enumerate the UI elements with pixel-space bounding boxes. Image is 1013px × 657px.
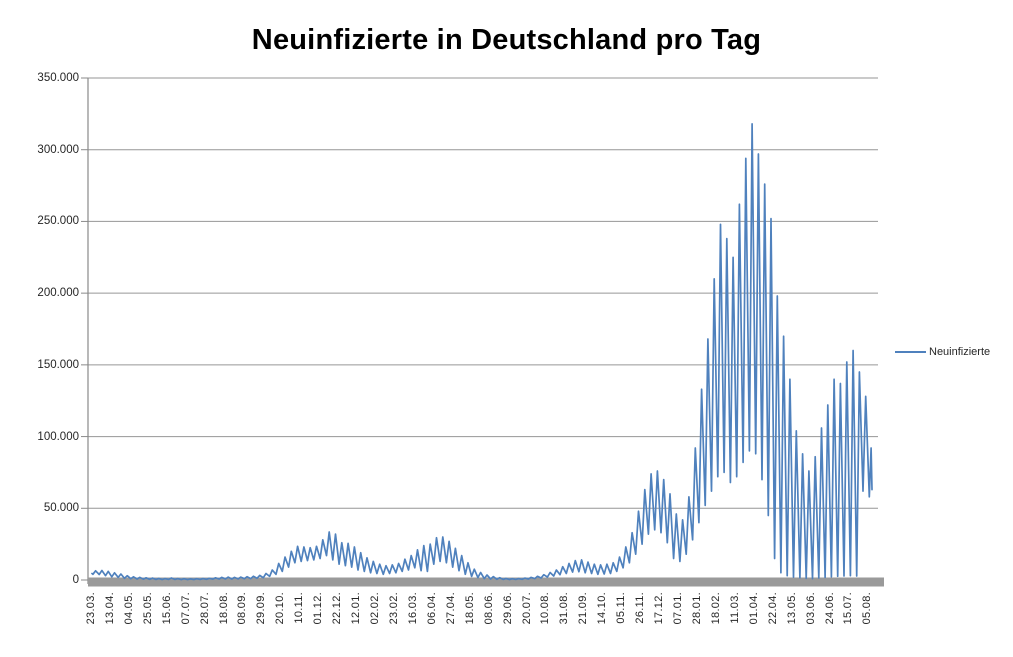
x-axis-tick-label: 10.08.: [539, 592, 552, 625]
x-axis-tick-label: 08.09.: [236, 592, 249, 625]
x-axis-tick-label: 29.06.: [501, 592, 514, 625]
x-axis-tick-label: 25.05.: [141, 592, 154, 625]
x-axis-tick-label: 13.04.: [103, 592, 116, 625]
y-axis-tick-label: 100.000: [37, 430, 79, 443]
x-axis-tick-label: 15.07.: [842, 592, 855, 625]
x-axis-tick-label: 10.11.: [293, 592, 306, 624]
x-axis-tick-label: 08.06.: [482, 592, 495, 625]
y-axis-tick-label: 350.000: [37, 72, 79, 84]
x-axis-tick-label: 29.09.: [255, 592, 268, 625]
x-axis-tick-label: 16.03.: [406, 592, 419, 625]
x-axis-tick-label: 26.11.: [634, 592, 647, 624]
legend-line-swatch: [895, 351, 926, 353]
x-axis-tick-label: 21.09.: [577, 592, 590, 625]
x-axis-tick-label: 28.07.: [198, 592, 211, 625]
x-axis-tick-label: 18.02.: [709, 592, 722, 625]
y-axis-tick-label: 300.000: [37, 143, 79, 156]
x-axis-tick-label: 12.01.: [350, 592, 363, 625]
x-axis-tick-label: 22.04.: [766, 592, 779, 625]
x-axis-bar: [88, 577, 884, 587]
x-axis-tick-label: 27.04.: [444, 592, 457, 625]
x-axis-tick-label: 24.06.: [823, 592, 836, 625]
x-axis-tick-label: 15.06.: [160, 592, 173, 625]
x-axis-tick-label: 11.03.: [728, 592, 741, 624]
x-axis-tick-label: 01.04.: [747, 592, 760, 625]
y-axis-tick-label: 50.000: [43, 502, 79, 515]
x-axis-tick-label: 05.08.: [861, 592, 874, 625]
x-axis-tick-label: 03.06.: [804, 592, 817, 625]
x-axis-tick-label: 31.08.: [558, 592, 571, 625]
x-axis-tick-label: 23.02.: [387, 592, 400, 625]
x-axis-tick-label: 28.01.: [690, 592, 703, 625]
chart-title: Neuinfizierte in Deutschland pro Tag: [251, 24, 762, 56]
y-axis-tick-label: 250.000: [37, 215, 79, 228]
x-axis-tick-label: 20.10.: [274, 592, 287, 625]
x-axis-tick-label: 01.12.: [312, 592, 325, 625]
x-axis-tick-label: 20.07.: [520, 592, 533, 625]
y-axis-tick-label: 150.000: [37, 358, 79, 371]
x-axis-tick-label: 07.01.: [672, 592, 685, 625]
x-axis-tick-label: 06.04.: [425, 592, 438, 625]
x-axis-tick-label: 18.05.: [463, 592, 476, 625]
y-axis-tick-label: 0: [72, 574, 79, 586]
x-axis-tick-label: 07.07.: [179, 592, 192, 625]
x-axis-tick-label: 05.11.: [615, 592, 628, 624]
x-axis-tick-label: 04.05.: [122, 592, 135, 625]
x-axis-tick-label: 17.12.: [653, 592, 666, 625]
legend: Neuinfizierte: [895, 346, 990, 358]
x-axis-tick-label: 13.05.: [785, 592, 798, 625]
x-axis-tick-label: 14.10.: [596, 592, 609, 625]
series-line-neuinfizierte: [91, 123, 873, 581]
legend-label: Neuinfizierte: [929, 346, 991, 358]
x-axis-tick-label: 22.12.: [331, 592, 344, 625]
x-axis-tick-label: 23.03.: [85, 592, 97, 625]
x-axis-tick-label: 02.02.: [369, 592, 382, 625]
x-axis-tick-label: 18.08.: [217, 592, 230, 625]
y-axis-tick-label: 200.000: [37, 287, 79, 300]
